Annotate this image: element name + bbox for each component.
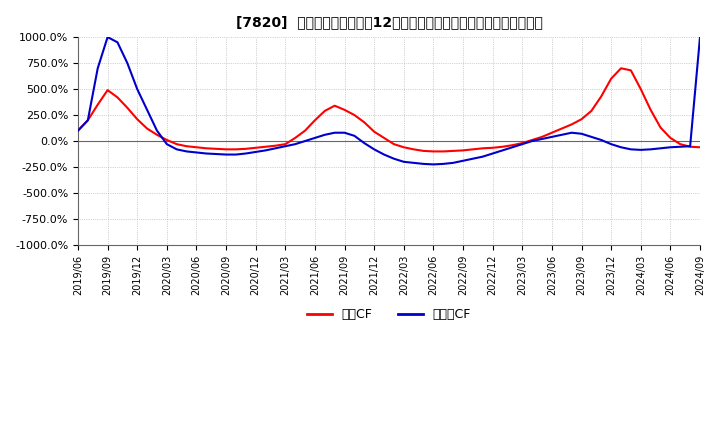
Title: [7820]  キャッシュフローの12か月移動合計の対前年同期増減率の推移: [7820] キャッシュフローの12か月移動合計の対前年同期増減率の推移 — [235, 15, 542, 29]
Legend: 営業CF, フリーCF: 営業CF, フリーCF — [302, 303, 476, 326]
